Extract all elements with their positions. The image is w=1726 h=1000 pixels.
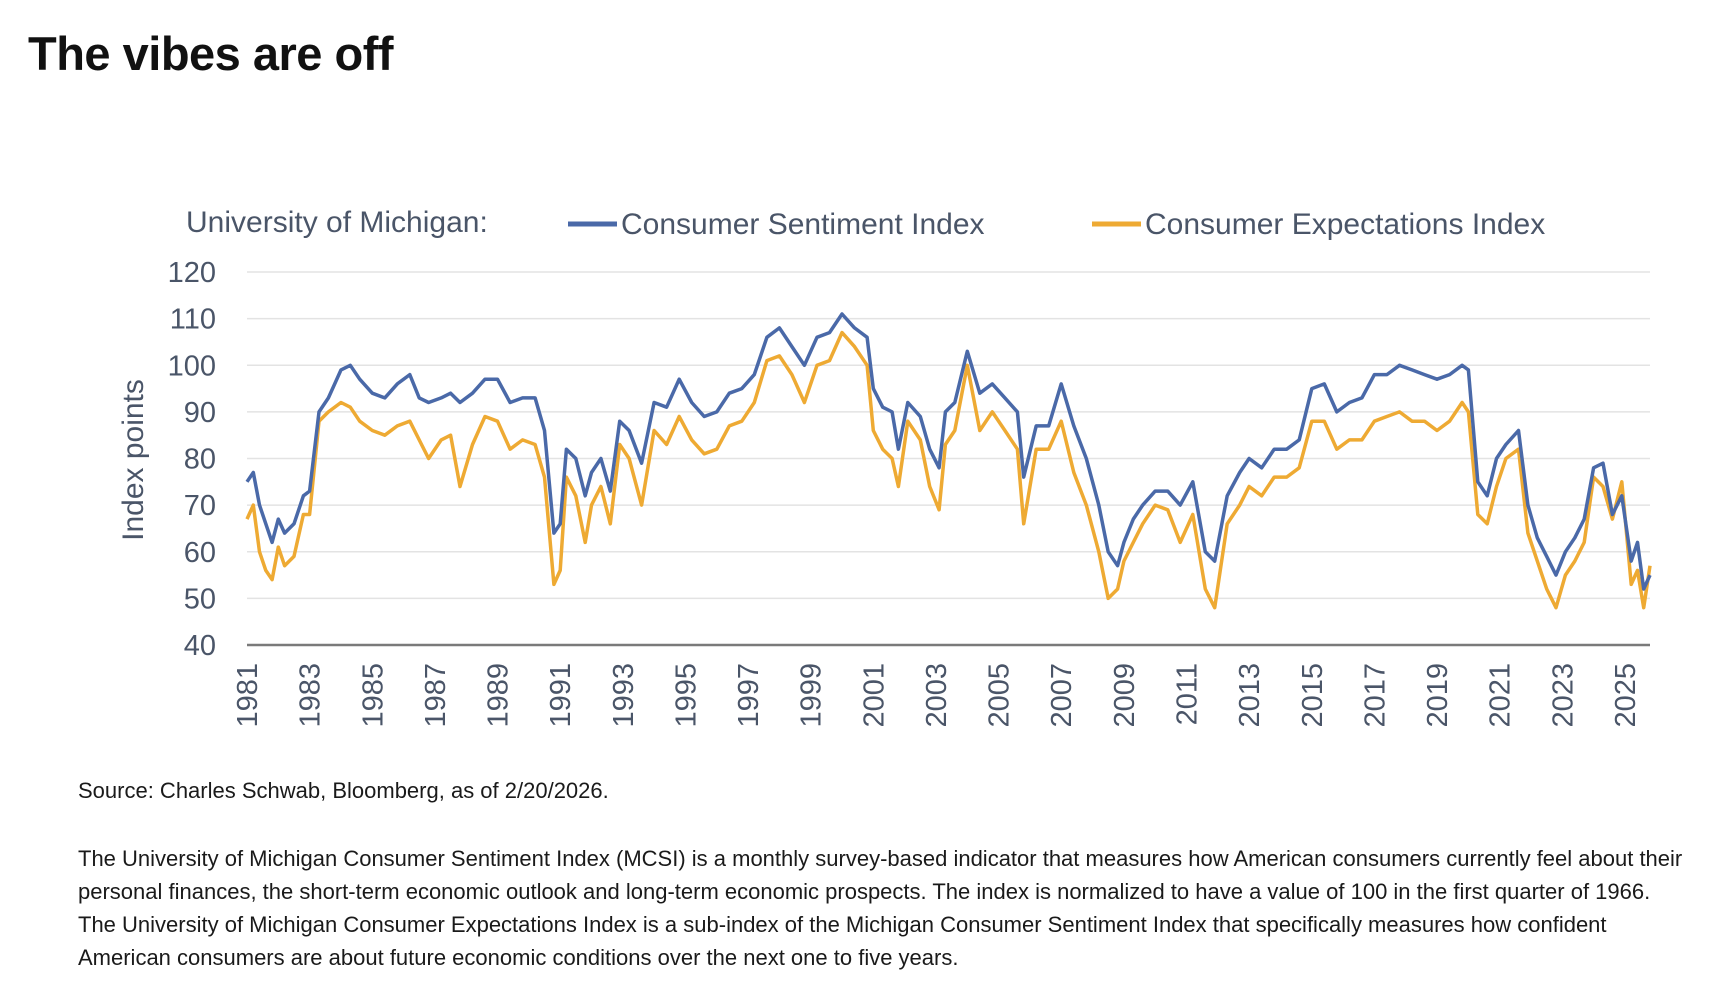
x-tick-label: 1983 — [295, 663, 327, 728]
x-tick-label: 1999 — [796, 663, 828, 728]
x-tick-label: 1989 — [483, 663, 515, 728]
x-tick-label: 2001 — [858, 663, 890, 728]
source-note: Source: Charles Schwab, Bloomberg, as of… — [78, 778, 609, 803]
legend-label-sentiment: Consumer Sentiment Index — [621, 208, 985, 241]
gridlines — [247, 271, 1650, 647]
x-tick-label: 2003 — [921, 663, 953, 728]
x-tick-label: 1993 — [608, 663, 640, 728]
x-tick-label: 2007 — [1046, 663, 1078, 728]
chart: University of Michigan: Consumer Sentime… — [117, 206, 1652, 728]
x-axis: 1981 1983 1985 1987 1989 1991 1993 1995 1997 1999… — [232, 663, 1642, 728]
x-tick-label: 1985 — [357, 663, 389, 728]
x-tick-label: 1991 — [545, 663, 577, 728]
x-tick-label: 2025 — [1610, 663, 1642, 728]
legend-label-expectations: Consumer Expectations Index — [1145, 208, 1545, 241]
y-tick-label: 100 — [168, 350, 216, 382]
legend: University of Michigan: Consumer Sentime… — [186, 206, 1545, 241]
x-tick-label: 2023 — [1547, 663, 1579, 728]
x-tick-label: 2011 — [1172, 663, 1204, 725]
x-tick-label: 2005 — [984, 663, 1016, 728]
y-axis: 40 50 60 70 80 90 100 110 120 — [168, 257, 216, 662]
x-tick-label: 1987 — [420, 663, 452, 728]
x-tick-label: 2013 — [1234, 663, 1266, 728]
y-tick-label: 120 — [168, 257, 216, 289]
x-tick-label: 1981 — [232, 663, 264, 728]
x-tick-label: 1997 — [733, 663, 765, 728]
series-line-expectations — [245, 330, 1652, 610]
y-tick-label: 50 — [184, 583, 216, 615]
series-line-sentiment — [245, 312, 1652, 591]
x-tick-label: 2021 — [1485, 663, 1517, 728]
x-tick-label: 2017 — [1359, 663, 1391, 728]
y-tick-label: 90 — [184, 397, 216, 429]
headline: The vibes are off — [28, 27, 394, 80]
legend-prefix: University of Michigan: — [186, 206, 488, 239]
x-tick-label: 1995 — [670, 663, 702, 728]
chart-svg: University of Michigan: Consumer Sentime… — [117, 206, 1652, 728]
series-lines — [245, 312, 1652, 610]
x-tick-label: 2019 — [1422, 663, 1454, 728]
description: The University of Michigan Consumer Sent… — [78, 846, 1683, 970]
y-axis-title: Index points — [117, 379, 150, 541]
y-tick-label: 40 — [184, 630, 216, 662]
y-tick-label: 110 — [170, 304, 216, 336]
x-tick-label: 2015 — [1297, 663, 1329, 728]
y-tick-label: 60 — [184, 537, 216, 569]
x-tick-label: 2009 — [1109, 663, 1141, 728]
y-tick-label: 80 — [184, 444, 216, 476]
y-tick-label: 70 — [184, 490, 216, 522]
